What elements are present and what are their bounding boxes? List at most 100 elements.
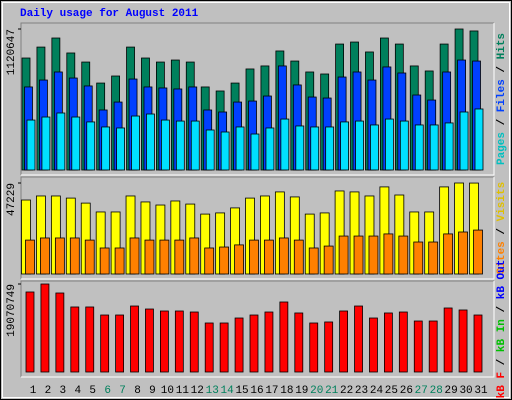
bar bbox=[235, 126, 245, 171]
bar bbox=[398, 235, 409, 275]
bar bbox=[325, 126, 335, 171]
bar bbox=[85, 306, 95, 373]
bar bbox=[473, 229, 483, 275]
bar bbox=[279, 301, 289, 373]
panel-bevel-dark bbox=[20, 280, 494, 377]
bar bbox=[293, 239, 304, 275]
x-tick-label: 31 bbox=[474, 385, 488, 397]
bar bbox=[249, 314, 259, 373]
x-tick-label: 15 bbox=[235, 385, 248, 397]
bar bbox=[205, 129, 215, 171]
bar bbox=[174, 310, 184, 373]
bar bbox=[25, 239, 35, 275]
x-tick-label: 26 bbox=[400, 385, 413, 397]
x-tick-label: 13 bbox=[206, 385, 219, 397]
bar bbox=[69, 237, 80, 275]
bar bbox=[308, 247, 319, 275]
bar bbox=[145, 308, 154, 373]
x-tick-label: 21 bbox=[325, 385, 339, 397]
bar bbox=[443, 233, 454, 275]
x-tick-label: 30 bbox=[459, 385, 472, 397]
bar bbox=[159, 310, 169, 373]
bar bbox=[459, 111, 469, 171]
bar bbox=[54, 237, 65, 275]
bar bbox=[473, 314, 483, 373]
legend-entry: Visits bbox=[496, 182, 508, 222]
bar bbox=[204, 322, 214, 373]
bar bbox=[353, 235, 364, 275]
bar bbox=[70, 306, 80, 373]
legend-entry: Hits bbox=[496, 33, 508, 59]
bar bbox=[444, 122, 454, 171]
x-tick-label: 23 bbox=[355, 385, 368, 397]
bar bbox=[115, 314, 124, 373]
bar bbox=[146, 113, 155, 171]
bar bbox=[174, 239, 185, 275]
bar bbox=[370, 124, 379, 171]
bar bbox=[219, 322, 229, 373]
bar bbox=[114, 247, 125, 275]
legend: kB F / kB In / kB Out bbox=[496, 260, 508, 399]
bar bbox=[204, 247, 215, 275]
bar bbox=[264, 311, 274, 373]
bar bbox=[41, 116, 51, 171]
bar bbox=[56, 112, 66, 171]
bar bbox=[250, 133, 260, 171]
x-tick-label: 20 bbox=[310, 385, 323, 397]
x-tick-label: 7 bbox=[119, 385, 126, 397]
bar bbox=[190, 120, 200, 171]
bar bbox=[249, 239, 259, 275]
bar bbox=[368, 235, 379, 275]
chart-title: Daily usage for August 2011 bbox=[20, 8, 199, 20]
bar bbox=[383, 312, 393, 373]
bar bbox=[219, 246, 230, 275]
legend-separator: / bbox=[496, 112, 508, 132]
x-tick-label: 1 bbox=[30, 385, 37, 397]
x-tick-label: 19 bbox=[295, 385, 308, 397]
bar bbox=[130, 305, 139, 373]
legend-separator: / bbox=[496, 299, 508, 319]
bar bbox=[101, 126, 111, 171]
bar bbox=[295, 125, 305, 171]
bar bbox=[175, 120, 185, 171]
bar bbox=[234, 244, 244, 275]
bar bbox=[265, 127, 275, 171]
bar bbox=[309, 322, 319, 373]
y-tick-label: 1120647 bbox=[6, 29, 18, 75]
x-tick-label: 18 bbox=[280, 385, 293, 397]
bar bbox=[310, 126, 320, 171]
x-tick-label: 16 bbox=[250, 385, 263, 397]
bar bbox=[71, 116, 81, 171]
bar bbox=[383, 233, 394, 275]
x-tick-label: 5 bbox=[89, 385, 96, 397]
panel-bevel-dark bbox=[20, 22, 494, 175]
bar bbox=[99, 247, 110, 275]
bar bbox=[428, 320, 438, 373]
bar bbox=[429, 124, 439, 171]
bar bbox=[26, 119, 36, 171]
bar bbox=[428, 241, 439, 275]
bar bbox=[40, 283, 50, 373]
bar bbox=[40, 237, 50, 275]
bar bbox=[280, 118, 290, 171]
y-tick-label: 19070749 bbox=[6, 284, 18, 337]
x-tick-label: 24 bbox=[370, 385, 384, 397]
bar bbox=[458, 231, 468, 275]
bar bbox=[323, 245, 334, 275]
bar bbox=[160, 119, 170, 171]
legend-separator: / bbox=[496, 221, 508, 241]
x-tick-label: 9 bbox=[149, 385, 156, 397]
bar bbox=[84, 239, 95, 275]
bar bbox=[220, 131, 230, 171]
bar bbox=[264, 239, 274, 275]
bar bbox=[413, 241, 424, 275]
bar bbox=[369, 317, 378, 373]
legend-entry: Files bbox=[496, 79, 508, 112]
bar bbox=[354, 305, 363, 373]
bar bbox=[458, 309, 468, 373]
bar bbox=[355, 120, 364, 171]
legend: Sites / Visits bbox=[496, 182, 508, 274]
x-tick-label: 25 bbox=[385, 385, 398, 397]
bar bbox=[384, 118, 394, 171]
bar bbox=[234, 317, 244, 373]
